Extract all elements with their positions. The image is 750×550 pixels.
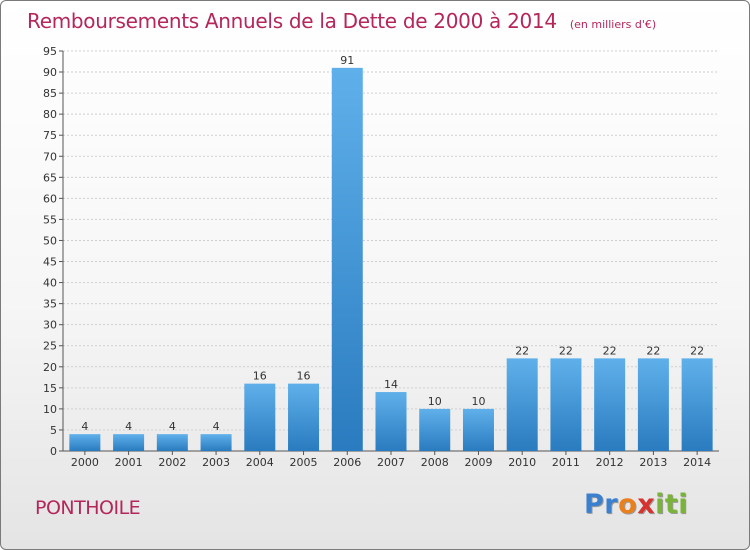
logo-letter: t [664,489,679,520]
data-label: 4 [169,420,176,433]
data-label: 16 [297,370,311,383]
y-tick-label: 50 [43,234,57,247]
x-tick-label: 2012 [596,456,624,469]
y-tick-label: 60 [43,192,57,205]
y-tick-label: 75 [43,129,57,142]
chart-title: Remboursements Annuels de la Dette de 20… [27,9,557,33]
bar [594,358,626,451]
bar [331,67,363,451]
y-tick-label: 20 [43,361,57,374]
logo-letter: i [678,489,689,520]
x-tick-label: 2002 [158,456,186,469]
y-tick-label: 40 [43,277,57,290]
y-tick-label: 0 [50,445,57,458]
bar [113,434,145,451]
x-tick-label: 2013 [639,456,667,469]
logo-letter: r [604,489,619,520]
chart-subtitle: (en milliers d'€) [569,18,657,31]
x-tick-label: 2007 [377,456,405,469]
x-tick-label: 2000 [71,456,99,469]
bar [156,434,188,451]
y-tick-label: 15 [43,382,57,395]
y-tick-label: 95 [43,45,57,58]
logo-letter: o [618,489,638,520]
data-label: 16 [253,370,267,383]
data-label: 4 [81,420,88,433]
x-tick-label: 2003 [202,456,230,469]
bar [288,383,320,451]
x-tick-label: 2005 [290,456,318,469]
bar [375,392,407,451]
location-label: PONTHOILE [35,497,141,519]
y-tick-label: 30 [43,319,57,332]
y-tick-label: 80 [43,108,57,121]
x-tick-label: 2014 [683,456,711,469]
x-tick-label: 2001 [115,456,143,469]
data-label: 14 [384,378,398,391]
data-label: 22 [515,344,529,357]
x-tick-label: 2011 [552,456,580,469]
data-label: 22 [603,344,617,357]
data-label: 10 [428,395,442,408]
data-label: 4 [125,420,132,433]
bar [681,358,713,451]
bar [200,434,232,451]
data-label: 22 [559,344,573,357]
data-label: 22 [690,344,704,357]
y-tick-label: 70 [43,150,57,163]
x-tick-label: 2008 [421,456,449,469]
x-tick-label: 2009 [464,456,492,469]
x-tick-label: 2004 [246,456,274,469]
title-row: Remboursements Annuels de la Dette de 20… [27,9,656,33]
data-label: 4 [213,420,220,433]
data-label: 91 [340,54,354,67]
y-tick-label: 10 [43,403,57,416]
bar [506,358,538,451]
bar [69,434,101,451]
data-label: 22 [646,344,660,357]
bar [550,358,582,451]
proxiti-logo: Proxiti [584,489,688,520]
data-label: 10 [471,395,485,408]
logo-letter: i [655,489,665,520]
bar [462,408,494,451]
x-tick-label: 2010 [508,456,536,469]
y-tick-label: 5 [50,424,57,437]
bar [637,358,669,451]
y-tick-label: 90 [43,66,57,79]
y-tick-label: 65 [43,171,57,184]
y-tick-label: 45 [43,256,57,269]
logo-letter: P [584,489,605,520]
y-tick-label: 25 [43,340,57,353]
x-tick-label: 2006 [333,456,361,469]
logo-letter: x [637,489,656,520]
y-tick-label: 55 [43,213,57,226]
y-tick-label: 85 [43,87,57,100]
y-tick-label: 35 [43,298,57,311]
bar [244,383,276,451]
bar [419,408,451,451]
